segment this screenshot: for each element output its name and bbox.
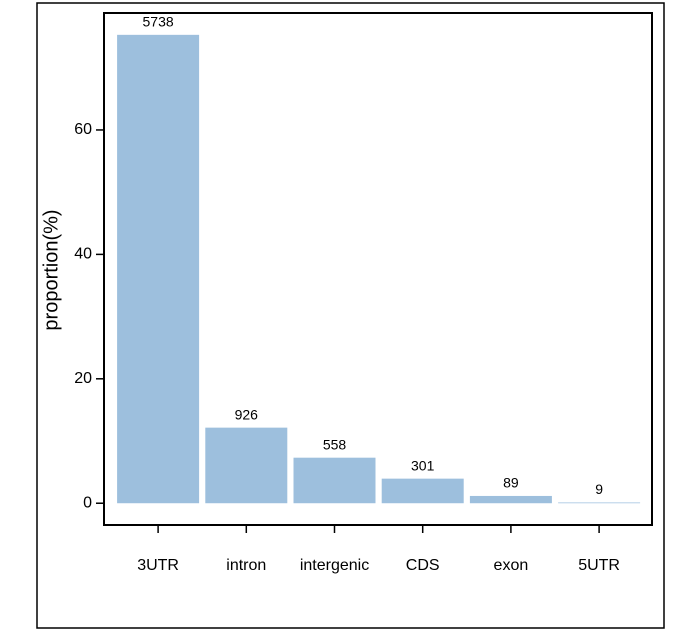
x-tick-label: 3UTR bbox=[137, 557, 179, 574]
y-tick-label: 20 bbox=[74, 370, 92, 387]
data-label: 89 bbox=[503, 475, 519, 491]
bar bbox=[558, 502, 641, 504]
y-tick-label: 40 bbox=[74, 246, 92, 263]
y-tick-label: 0 bbox=[83, 494, 92, 511]
bar bbox=[293, 457, 376, 504]
bar bbox=[117, 34, 200, 504]
data-label: 926 bbox=[235, 406, 259, 422]
bar bbox=[469, 495, 552, 504]
data-label: 9 bbox=[595, 481, 603, 497]
outer-border bbox=[36, 2, 665, 629]
x-tick-label: intergenic bbox=[300, 557, 369, 574]
y-axis-label: proportion(%) bbox=[40, 209, 62, 330]
x-tick-label: CDS bbox=[406, 557, 440, 574]
bar bbox=[205, 427, 288, 504]
x-tick-label: 5UTR bbox=[578, 557, 620, 574]
data-label: 558 bbox=[323, 436, 347, 452]
plot-frame bbox=[103, 12, 653, 526]
bar bbox=[381, 478, 464, 504]
x-tick-label: intron bbox=[226, 557, 266, 574]
data-label: 5738 bbox=[143, 14, 174, 30]
x-tick-label: exon bbox=[494, 557, 529, 574]
data-label: 301 bbox=[411, 457, 435, 473]
y-tick-label: 60 bbox=[74, 121, 92, 138]
